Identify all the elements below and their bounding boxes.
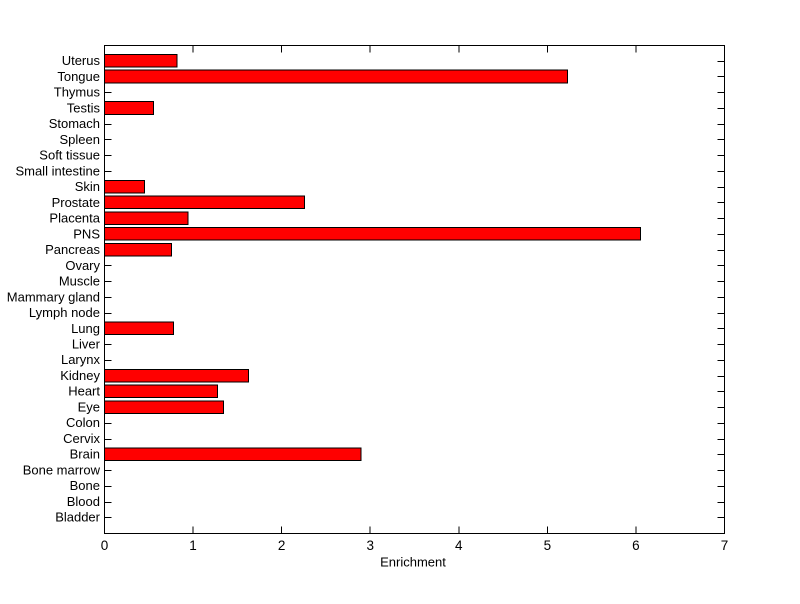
svg-text:Placenta: Placenta: [49, 211, 100, 226]
svg-text:Brain: Brain: [70, 447, 100, 462]
svg-text:Pancreas: Pancreas: [45, 242, 100, 257]
svg-text:Lung: Lung: [71, 321, 100, 336]
svg-text:Enrichment: Enrichment: [380, 555, 446, 570]
svg-text:Prostate: Prostate: [52, 195, 100, 210]
svg-text:Kidney: Kidney: [60, 368, 100, 383]
svg-text:PNS: PNS: [73, 226, 100, 241]
svg-text:3: 3: [366, 538, 374, 553]
svg-text:Muscle: Muscle: [59, 274, 100, 289]
svg-text:Uterus: Uterus: [62, 53, 101, 68]
svg-text:Bone: Bone: [70, 478, 100, 493]
svg-text:0: 0: [101, 538, 109, 553]
svg-text:Colon: Colon: [66, 415, 100, 430]
svg-text:Tongue: Tongue: [57, 69, 100, 84]
svg-text:Spleen: Spleen: [60, 132, 100, 147]
svg-text:Bladder: Bladder: [55, 510, 100, 525]
svg-text:Mammary gland: Mammary gland: [7, 289, 100, 304]
svg-text:Skin: Skin: [75, 179, 100, 194]
svg-text:5: 5: [544, 538, 552, 553]
svg-text:Ovary: Ovary: [65, 258, 100, 273]
svg-text:Small intestine: Small intestine: [15, 163, 100, 178]
svg-text:Eye: Eye: [78, 399, 100, 414]
svg-text:Soft tissue: Soft tissue: [39, 148, 100, 163]
svg-text:Liver: Liver: [72, 337, 101, 352]
svg-text:Heart: Heart: [68, 384, 100, 399]
svg-text:6: 6: [632, 538, 640, 553]
svg-text:Cervix: Cervix: [63, 431, 100, 446]
svg-text:Thymus: Thymus: [54, 85, 101, 100]
svg-text:7: 7: [721, 538, 729, 553]
svg-text:Testis: Testis: [67, 100, 101, 115]
svg-text:Lymph node: Lymph node: [29, 305, 100, 320]
svg-text:Bone marrow: Bone marrow: [23, 462, 101, 477]
svg-text:Stomach: Stomach: [49, 116, 100, 131]
svg-text:2: 2: [278, 538, 286, 553]
svg-text:1: 1: [189, 538, 197, 553]
svg-text:Blood: Blood: [67, 494, 100, 509]
svg-text:Larynx: Larynx: [61, 352, 101, 367]
svg-text:4: 4: [455, 538, 463, 553]
